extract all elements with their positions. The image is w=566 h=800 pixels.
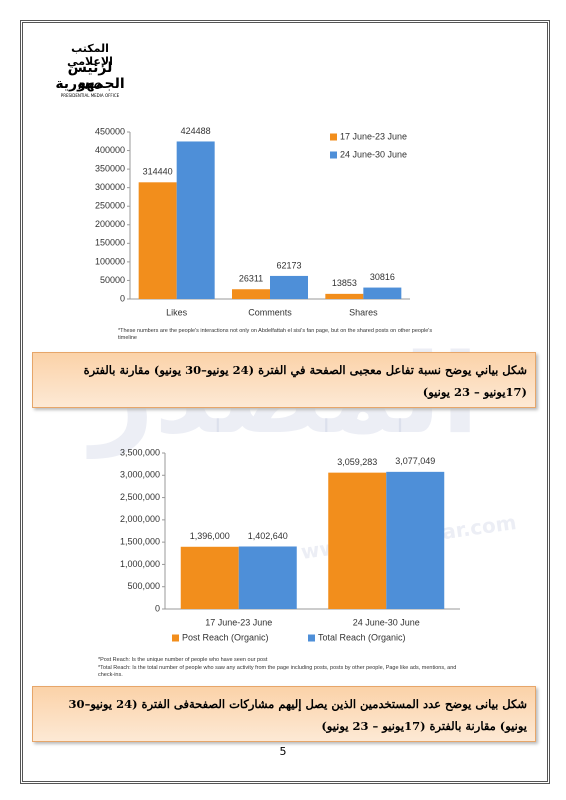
data-label: 26311	[239, 274, 263, 284]
data-label: 1,402,640	[248, 531, 288, 541]
legend-swatch	[330, 133, 337, 141]
logo-english: PRESIDENTIAL MEDIA OFFICE	[60, 93, 120, 98]
bar	[238, 546, 297, 609]
data-label: 30816	[370, 272, 395, 282]
x-tick-label: 24 June-30 June	[353, 617, 420, 627]
y-tick-label: 400000	[95, 145, 125, 155]
bar	[386, 471, 445, 609]
logo-text: المكتب الإعلامي	[67, 42, 113, 68]
bar	[325, 293, 364, 299]
legend-label: Post Reach (Organic)	[182, 632, 269, 642]
caption: شكل بيانى يوضح عدد المستخدمين الذين يصل …	[32, 686, 536, 742]
bar	[180, 546, 239, 609]
y-tick-label: 50000	[100, 275, 125, 285]
caption: شكل بياني يوضح نسبة تفاعل معجبى الصفحة ف…	[32, 352, 536, 408]
data-label: 424488	[181, 126, 211, 136]
x-tick-label: 17 June-23 June	[205, 617, 272, 627]
logo-abbr: PMO	[78, 82, 102, 92]
y-tick-label: 3,000,000	[120, 470, 160, 480]
y-tick-label: 3,500,000	[120, 447, 160, 457]
data-label: 3,059,283	[337, 457, 377, 467]
logo-text: لرئيس الجمهورية	[55, 60, 125, 92]
bar	[270, 275, 308, 299]
bar	[232, 289, 270, 299]
y-tick-label: 0	[155, 603, 160, 613]
bar	[176, 141, 215, 299]
data-label: 13853	[332, 278, 357, 288]
y-tick-label: 500,000	[127, 581, 160, 591]
y-tick-label: 300000	[95, 182, 125, 192]
y-tick-label: 1,000,000	[120, 559, 160, 569]
legend-swatch	[308, 634, 315, 642]
page-border	[20, 20, 550, 784]
y-tick-label: 200000	[95, 219, 125, 229]
legend-label: 24 June-30 June	[340, 149, 407, 159]
bar	[328, 472, 387, 609]
bar	[138, 182, 177, 299]
y-tick-label: 150000	[95, 238, 125, 248]
legend-label: Total Reach (Organic)	[318, 632, 406, 642]
y-tick-label: 2,000,000	[120, 514, 160, 524]
y-tick-label: 100000	[95, 256, 125, 266]
y-tick-label: 250000	[95, 201, 125, 211]
page-number: 5	[279, 745, 287, 758]
legend-swatch	[330, 151, 337, 159]
x-tick-label: Likes	[166, 307, 188, 317]
y-tick-label: 450000	[95, 126, 125, 136]
bar	[363, 287, 402, 299]
data-label: 314440	[143, 167, 173, 177]
x-tick-label: Comments	[248, 307, 292, 317]
y-tick-label: 1,500,000	[120, 537, 160, 547]
data-label: 3,077,049	[395, 456, 435, 466]
y-tick-label: 0	[120, 293, 125, 303]
y-tick-label: 350000	[95, 163, 125, 173]
note: *These numbers are the people's interact…	[118, 328, 433, 341]
data-label: 1,396,000	[190, 531, 230, 541]
data-label: 62173	[276, 260, 301, 270]
legend-swatch	[172, 634, 179, 642]
note: *Post Reach: Is the unique number of peo…	[98, 657, 268, 663]
x-tick-label: Shares	[349, 307, 378, 317]
legend-label: 17 June-23 June	[340, 131, 407, 141]
note: *Total Reach: Is the total number of peo…	[98, 665, 457, 678]
y-tick-label: 2,500,000	[120, 492, 160, 502]
